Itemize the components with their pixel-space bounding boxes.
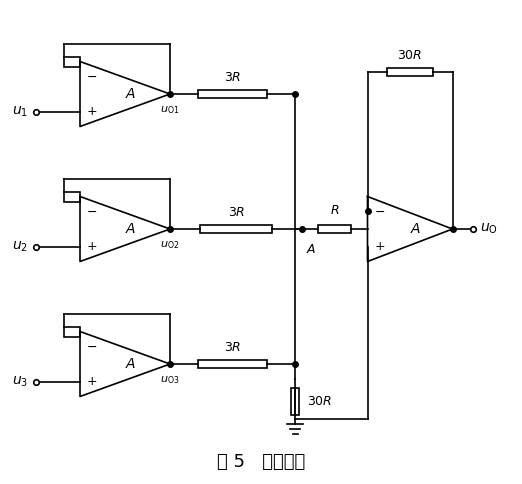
Text: $+$: $+$ (374, 240, 385, 253)
Bar (318, 225, 351, 233)
Text: $+$: $+$ (86, 105, 98, 118)
Text: $R$: $R$ (330, 204, 339, 217)
Bar (64, 57, 80, 66)
Text: $u_{\rm O3}$: $u_{\rm O3}$ (160, 374, 180, 386)
Text: $u_1$: $u_1$ (12, 105, 28, 119)
Text: A: A (410, 222, 420, 236)
Text: $u_{\rm O2}$: $u_{\rm O2}$ (160, 239, 180, 251)
Bar (291, 388, 299, 415)
Text: $+$: $+$ (86, 240, 98, 253)
Text: $-$: $-$ (87, 70, 98, 83)
Text: $A$: $A$ (306, 243, 316, 256)
Text: $3R$: $3R$ (224, 71, 241, 84)
Text: $+$: $+$ (86, 375, 98, 388)
Bar (387, 68, 433, 76)
Bar (64, 327, 80, 336)
Bar (64, 192, 80, 201)
Text: $u_{\rm O}$: $u_{\rm O}$ (480, 222, 499, 236)
Text: $-$: $-$ (87, 340, 98, 353)
Bar (198, 90, 267, 98)
Text: $30R$: $30R$ (397, 49, 423, 62)
Text: $u_3$: $u_3$ (12, 374, 28, 389)
Text: $3R$: $3R$ (224, 341, 241, 354)
Text: 图 5   示例电路: 图 5 示例电路 (217, 453, 305, 471)
Text: $u_{\rm O1}$: $u_{\rm O1}$ (160, 104, 180, 116)
Text: A: A (125, 87, 135, 101)
Text: $-$: $-$ (374, 205, 385, 218)
Text: $3R$: $3R$ (228, 206, 244, 219)
Text: $-$: $-$ (87, 205, 98, 218)
Text: A: A (125, 222, 135, 236)
Text: $30R$: $30R$ (307, 395, 333, 408)
Bar (200, 225, 272, 233)
Text: A: A (125, 357, 135, 371)
Text: $u_2$: $u_2$ (12, 240, 28, 254)
Bar (198, 360, 267, 368)
